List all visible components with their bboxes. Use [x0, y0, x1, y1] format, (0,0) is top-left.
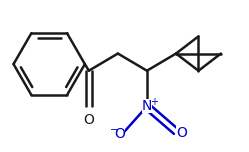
Text: +: +: [150, 97, 158, 107]
Text: O: O: [114, 127, 125, 141]
Text: −: −: [110, 125, 119, 135]
Text: N: N: [142, 99, 152, 113]
Text: O: O: [176, 126, 187, 140]
Text: O: O: [83, 113, 94, 127]
